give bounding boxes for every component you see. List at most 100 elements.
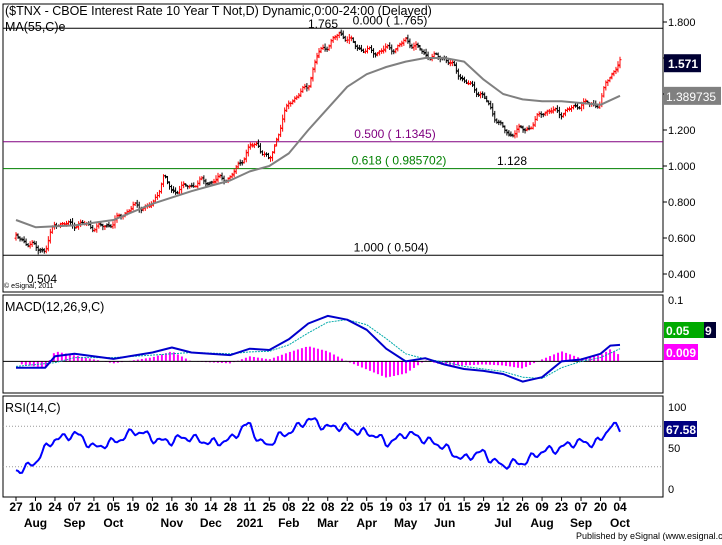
price-y-tick-label: 1.200 [668, 125, 696, 137]
price-bar [515, 125, 519, 138]
x-month-label: Nov [161, 516, 184, 530]
x-tick-label: 10 [29, 500, 43, 514]
price-bar [404, 37, 408, 43]
price-bar [533, 116, 537, 127]
price-bar [333, 35, 337, 40]
price-bar [99, 222, 103, 227]
price-bar [267, 152, 271, 160]
low-annotation: 0.504 [27, 272, 57, 286]
price-bar [339, 29, 343, 36]
price-bar [523, 127, 527, 134]
price-bar [551, 106, 555, 114]
price-bar [22, 236, 26, 244]
price-bar [153, 194, 157, 203]
price-bar [376, 52, 380, 57]
x-tick-label: 27 [9, 500, 23, 514]
price-bar [359, 44, 363, 52]
rsi-panel-frame [2, 395, 664, 498]
rsi-legend-label: RSI(14,C) [5, 401, 61, 415]
price-bar [519, 125, 523, 129]
price-bar [610, 72, 614, 80]
price-bar [388, 42, 392, 50]
price-bar [535, 112, 539, 121]
price-bar [485, 95, 489, 103]
price-y-tick-label: 0.400 [668, 269, 696, 281]
price-bar [44, 245, 48, 254]
price-bar [374, 52, 378, 58]
price-bar [525, 126, 529, 132]
price-bar [248, 142, 252, 150]
price-y-tick-label: 1.000 [668, 161, 696, 173]
x-tick-label: 08 [321, 500, 335, 514]
price-bar [422, 49, 426, 56]
macd-hist-value-box [664, 344, 698, 360]
x-month-label: Dec [200, 516, 222, 530]
price-bar [36, 245, 40, 255]
price-bar [283, 107, 287, 123]
x-month-label: Oct [610, 516, 630, 530]
macd-value: 0.05 [666, 324, 690, 338]
price-bar [517, 123, 521, 133]
price-bar [216, 172, 220, 183]
price-bar [313, 59, 317, 73]
price-bar [230, 172, 234, 179]
price-bar [473, 81, 477, 93]
price-bar [531, 122, 535, 130]
ma-55-line [15, 57, 621, 229]
price-bar [335, 33, 339, 41]
price-bar [365, 45, 369, 54]
rsi-y-tick-label: 50 [668, 443, 680, 455]
price-bar [489, 100, 493, 110]
price-bar [400, 40, 404, 47]
price-bar [46, 236, 50, 252]
price-bar [129, 205, 133, 213]
price-bar [380, 48, 384, 54]
x-tick-label: 05 [360, 500, 374, 514]
price-bar [73, 222, 77, 231]
price-bar [202, 175, 206, 185]
macd-value-tail-box [704, 322, 716, 338]
price-bar [521, 125, 525, 133]
price-bar [527, 125, 531, 131]
price-bar [414, 41, 418, 50]
price-bar [565, 107, 569, 113]
price-bar [557, 106, 561, 119]
x-tick-label: 16 [165, 500, 179, 514]
price-bar [256, 139, 260, 148]
footer-credit: Published by eSignal (www.esignal.com) [576, 531, 722, 541]
price-bar [287, 100, 291, 110]
macd-panel-frame [2, 294, 664, 394]
price-bar [479, 91, 483, 99]
mid-low-annotation: 1.128 [497, 154, 527, 168]
price-bar [347, 33, 351, 45]
price-bar [297, 92, 301, 99]
price-bar [353, 40, 357, 50]
price-panel-frame [2, 3, 664, 293]
price-bar [503, 125, 507, 134]
price-bar [135, 199, 139, 208]
price-y-tick-label: 1.800 [668, 17, 696, 29]
price-bar [608, 76, 612, 83]
price-bar [184, 183, 188, 187]
x-month-label: May [394, 516, 418, 530]
price-bar [507, 130, 511, 137]
price-bar [250, 142, 254, 148]
price-bar [382, 45, 386, 54]
x-tick-label: 29 [477, 500, 491, 514]
fib-level-label: 0.000 ( 1.765) [353, 13, 428, 27]
price-bar [549, 107, 553, 114]
price-y-tick-label: 0.800 [668, 197, 696, 209]
rsi-y-tick-label: 100 [668, 402, 686, 414]
price-bar [561, 112, 565, 118]
x-month-label: Sep [63, 516, 85, 530]
price-bar [618, 56, 622, 69]
price-bar [188, 184, 192, 189]
price-bar [208, 181, 212, 186]
price-bar [275, 137, 279, 147]
price-bar [317, 48, 321, 59]
price-bar [355, 44, 359, 51]
price-bar [236, 161, 240, 169]
price-bar [454, 62, 458, 74]
price-bar [105, 223, 109, 228]
